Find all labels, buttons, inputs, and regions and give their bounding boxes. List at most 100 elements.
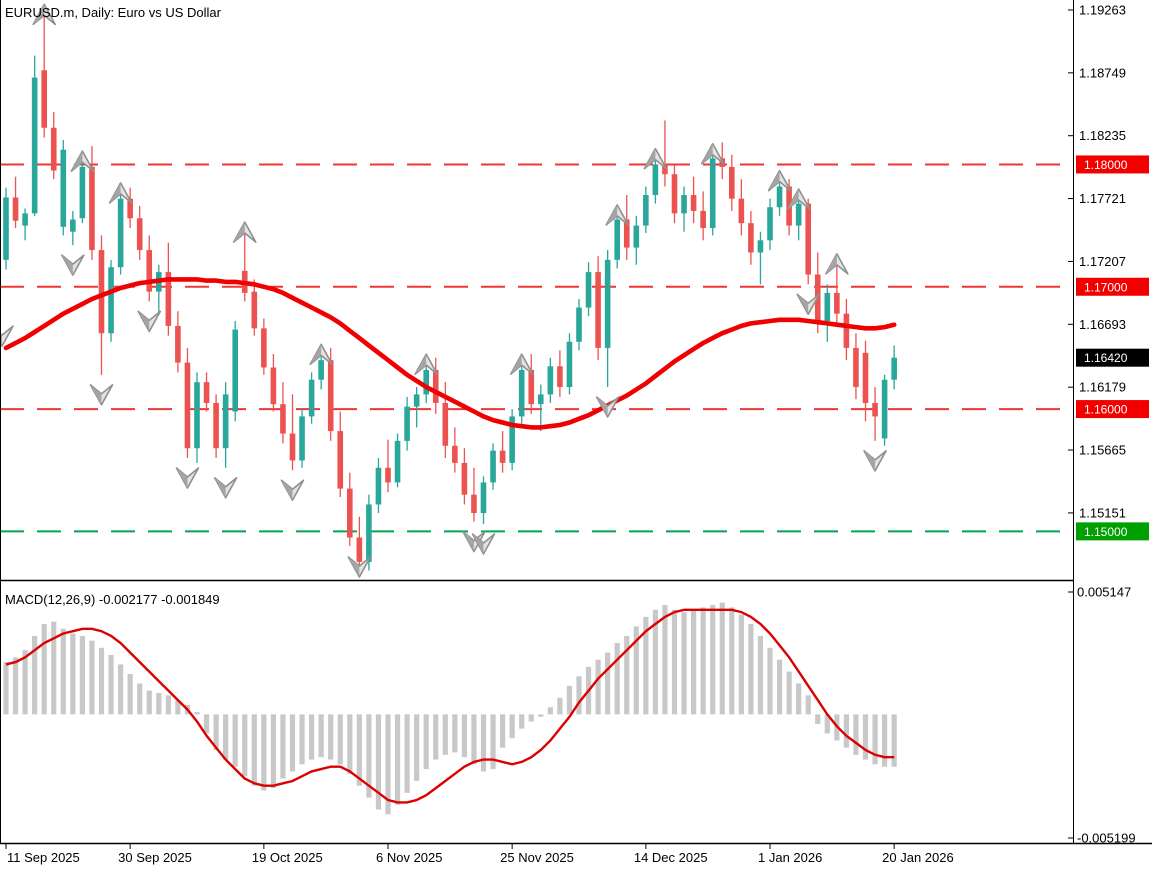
price-badge: 1.18000 xyxy=(1076,155,1149,174)
support-resistance-lines xyxy=(0,163,1073,533)
candle xyxy=(709,149,716,236)
candle xyxy=(108,259,114,342)
arrow-shade xyxy=(109,182,121,203)
candle xyxy=(671,164,678,224)
candle-body xyxy=(442,402,449,446)
candle-body xyxy=(452,445,458,463)
candle-body xyxy=(175,325,181,363)
candle xyxy=(623,195,630,260)
candle xyxy=(824,284,831,342)
candle-body xyxy=(499,450,506,463)
arrow-shade xyxy=(214,477,226,498)
candle xyxy=(31,55,38,216)
panel-borders xyxy=(0,0,1152,845)
candle xyxy=(509,409,515,471)
macd-histogram-bar xyxy=(98,647,105,715)
arrow-shade xyxy=(310,344,322,365)
candle-body xyxy=(872,402,878,417)
candle-body xyxy=(595,272,601,348)
candle xyxy=(22,208,28,241)
macd-histogram-bar xyxy=(624,635,630,715)
candle-body xyxy=(318,360,324,380)
macd-histogram-bar xyxy=(385,714,391,815)
macd-histogram-bar xyxy=(118,664,124,715)
macd-histogram-bar xyxy=(805,695,811,715)
macd-histogram-bar xyxy=(633,626,639,715)
candle-body xyxy=(213,402,219,449)
candle-body xyxy=(3,197,9,260)
candle xyxy=(156,264,162,314)
arrow-shade xyxy=(797,294,809,315)
arrow-up-icon xyxy=(825,253,849,275)
candle-body xyxy=(471,494,477,514)
arrow-shade xyxy=(33,4,45,25)
candle xyxy=(604,250,611,388)
arrow-down-icon xyxy=(137,310,162,333)
macd-histogram-bar xyxy=(538,714,544,717)
candle xyxy=(729,154,735,211)
candle-body xyxy=(347,488,353,538)
arrow-shade xyxy=(462,531,474,552)
candle xyxy=(299,409,305,468)
candle-body xyxy=(432,369,439,403)
candle xyxy=(356,516,363,573)
candle xyxy=(614,210,620,269)
candle xyxy=(127,187,133,229)
macd-histogram-bar xyxy=(509,714,515,739)
candle xyxy=(404,396,410,451)
candle-body xyxy=(576,307,582,342)
candle-body xyxy=(547,366,554,395)
arrow-up-icon xyxy=(509,353,534,375)
arrow-up-icon xyxy=(232,221,257,243)
arrow-down-icon xyxy=(175,467,200,489)
macd-histogram-bar xyxy=(242,714,248,777)
macd-histogram-bar xyxy=(251,714,257,786)
price-axis-label: 1.15151 xyxy=(1079,505,1126,520)
candle-body xyxy=(700,210,706,229)
arrow-up-icon xyxy=(700,142,725,165)
price-badge-bg xyxy=(1076,348,1149,367)
macd-axis-label: -0.005199 xyxy=(1077,831,1136,846)
macd-histogram-bar xyxy=(423,714,429,770)
price-badges: 1.18000 1.17000 1.16420 1.16000 1.15000 xyxy=(1076,155,1149,541)
candle-body xyxy=(146,250,153,292)
candle-body xyxy=(891,357,897,380)
candle xyxy=(690,176,697,224)
candle xyxy=(194,372,200,463)
candle-body xyxy=(375,467,382,505)
arrow-shade xyxy=(90,384,102,405)
candle-body xyxy=(337,431,344,489)
macd-histogram-bar xyxy=(137,683,143,715)
candle xyxy=(576,298,582,351)
time-axis[interactable]: 11 Sep 2025 30 Sep 2025 19 Oct 2025 6 Nov 2… xyxy=(5,843,954,865)
price-axis-label: 1.19263 xyxy=(1079,2,1126,17)
price-axis-label: 1.16693 xyxy=(1079,317,1126,332)
price-badge-bg xyxy=(1076,155,1149,174)
time-axis-label: 19 Oct 2025 xyxy=(252,850,323,865)
macd-signal-line xyxy=(5,608,895,804)
candle-body xyxy=(184,362,191,449)
price-badge-bg xyxy=(1076,277,1149,296)
macd-histogram-bar xyxy=(843,714,849,748)
candle-body xyxy=(518,369,525,417)
candle xyxy=(862,340,869,422)
candle-body xyxy=(490,450,496,483)
price-badge-text: 1.18000 xyxy=(1084,158,1128,172)
price-axis[interactable]: 1.19263 1.18749 1.18235 1.17721 1.17207 1.166… xyxy=(1068,2,1136,846)
candle-body xyxy=(738,198,745,224)
candle xyxy=(347,472,353,547)
arrow-shade xyxy=(233,222,245,243)
macd-histogram-bar xyxy=(3,662,9,715)
macd-histogram-bar xyxy=(576,676,582,715)
arrow-shade xyxy=(787,189,799,210)
macd-histogram-bar xyxy=(824,714,830,734)
macd-histogram-bar xyxy=(757,635,764,715)
macd-histogram-bar xyxy=(70,633,76,715)
candle xyxy=(843,298,850,361)
arrow-shade xyxy=(825,253,837,274)
macd-histogram-bar xyxy=(767,647,773,715)
candle-body xyxy=(633,225,640,248)
candle-body xyxy=(509,416,515,463)
macd-histogram-bar xyxy=(51,621,57,715)
arrow-up-icon xyxy=(414,353,439,375)
